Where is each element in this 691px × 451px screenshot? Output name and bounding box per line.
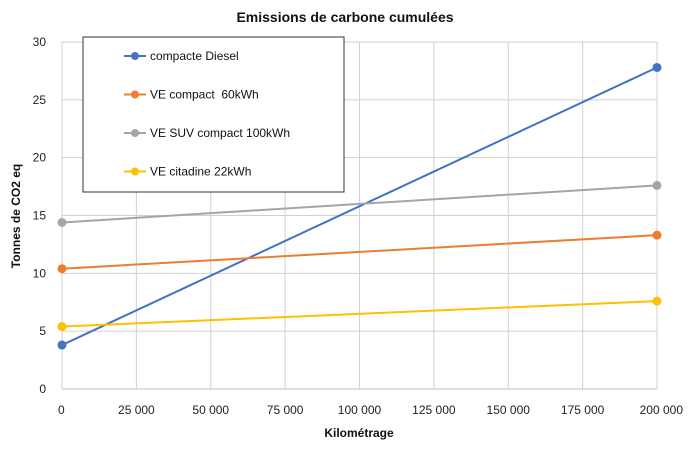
data-point	[652, 62, 662, 72]
data-point	[57, 322, 67, 332]
series-line	[61, 234, 658, 270]
legend-item: VE compact 60kWh	[124, 88, 259, 102]
legend-swatch-marker	[131, 52, 139, 60]
series-line	[61, 184, 658, 224]
legend-swatch-marker	[131, 167, 139, 176]
legend-swatch-marker	[131, 129, 139, 137]
series-1	[57, 62, 662, 350]
x-tick-label: 200 000	[640, 403, 684, 417]
y-tick-label: 30	[33, 35, 47, 49]
x-tick-label: 100 000	[338, 403, 382, 417]
series-line	[61, 300, 658, 328]
legend-item: VE SUV compact 100kWh	[124, 126, 290, 140]
x-tick-label: 0	[58, 403, 65, 417]
chart-title: Emissions de carbone cumulées	[236, 9, 453, 25]
legend-label: VE citadine 22kWh	[150, 165, 251, 179]
series-2	[57, 230, 662, 274]
x-tick-label: 175 000	[561, 403, 605, 417]
y-tick-label: 5	[39, 324, 46, 338]
legend-swatch-marker	[131, 90, 139, 99]
y-tick-label: 15	[33, 209, 47, 223]
x-tick-label: 75 000	[267, 403, 304, 417]
data-point	[652, 296, 662, 306]
y-tick-label: 20	[33, 151, 47, 165]
series-3	[57, 180, 662, 227]
tick-labels: 0 5 10 15 20 25 30 0 25 000 50 000 75 000 100 000 12…	[33, 35, 684, 417]
series-4	[57, 296, 662, 332]
y-tick-label: 25	[33, 93, 47, 107]
series-layer	[57, 62, 662, 350]
x-tick-label: 150 000	[487, 403, 531, 417]
x-tick-label: 125 000	[412, 403, 456, 417]
legend: compacte Diesel VE compact 60kWh VE SUV co…	[82, 36, 345, 193]
x-tick-label: 50 000	[192, 403, 229, 417]
data-point	[652, 180, 662, 190]
series-line	[61, 66, 658, 346]
data-point	[57, 340, 67, 350]
legend-label: VE SUV compact 100kWh	[150, 126, 290, 140]
data-point	[652, 230, 662, 240]
data-point	[57, 264, 67, 274]
legend-label: compacte Diesel	[150, 49, 239, 63]
x-tick-label: 25 000	[118, 403, 155, 417]
y-tick-label: 0	[39, 382, 46, 396]
legend-item: compacte Diesel	[124, 49, 239, 63]
x-axis-label: Kilométrage	[324, 426, 394, 440]
y-axis-label: Tonnes de CO2 eq	[9, 164, 23, 268]
y-tick-label: 10	[33, 266, 47, 280]
data-point	[57, 217, 67, 227]
legend-box	[82, 36, 345, 193]
legend-item: VE citadine 22kWh	[124, 165, 251, 179]
legend-label: VE compact 60kWh	[150, 88, 259, 102]
